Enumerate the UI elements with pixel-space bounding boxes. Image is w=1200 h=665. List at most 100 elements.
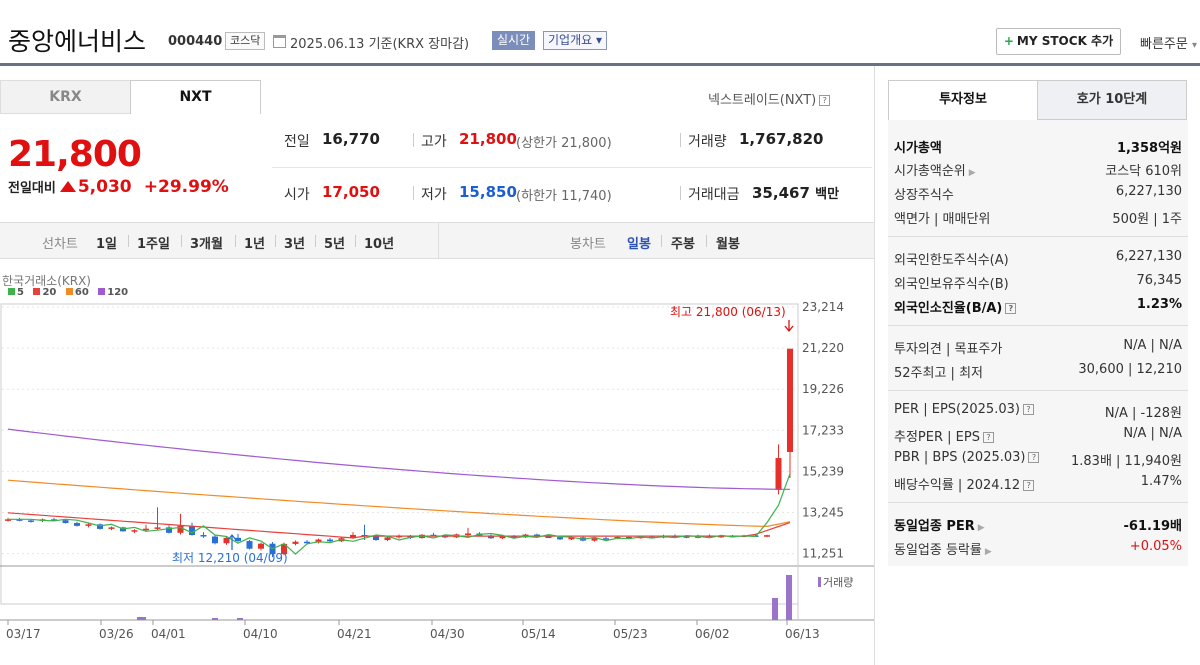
candle-body: [131, 530, 138, 532]
candle-body: [212, 536, 218, 544]
help-icon[interactable]: ?: [1023, 480, 1035, 491]
moving-average-60: [7, 479, 791, 528]
info-row[interactable]: 시가총액순위 ▶ 코스닥 610위: [894, 160, 1182, 180]
period-1y[interactable]: 1년: [244, 237, 266, 252]
candle-body: [775, 458, 782, 491]
volume-bar: [772, 598, 778, 620]
info-label: 투자의견 | 목표주가: [894, 342, 1003, 357]
candle-body: [304, 541, 310, 544]
volume-legend-label: 거래량: [823, 576, 853, 589]
chevron-right-icon: ▶: [968, 168, 976, 178]
period-10y[interactable]: 10년: [364, 237, 395, 252]
candle-body: [511, 536, 517, 538]
candle-body: [74, 523, 80, 526]
low-price: 15,850: [459, 183, 517, 201]
x-tick-label: 04/21: [337, 627, 372, 641]
add-mystock-button[interactable]: + MY STOCK 추가: [996, 28, 1121, 55]
help-icon[interactable]: ?: [819, 95, 831, 106]
candle-body: [384, 537, 391, 540]
help-icon[interactable]: ?: [1005, 303, 1017, 314]
candle-body: [28, 520, 34, 522]
stock-code: 000440: [168, 34, 223, 49]
line-chart-label: 선차트: [42, 237, 78, 252]
volume-bar: [786, 575, 792, 620]
x-tick-label: 03/17: [6, 627, 41, 641]
chevron-right-icon: ▶: [977, 523, 985, 533]
high-annotation: 최고 21,800 (06/13): [670, 305, 786, 319]
candle-body: [281, 543, 287, 555]
candle-daily[interactable]: 일봉: [627, 237, 651, 252]
candle-body: [85, 524, 92, 526]
volume-bar: [212, 618, 218, 620]
x-tick-label: 05/14: [521, 627, 556, 641]
candle-body: [258, 543, 264, 549]
help-icon[interactable]: ?: [982, 432, 994, 443]
help-icon[interactable]: ?: [1028, 452, 1040, 463]
candle-monthly[interactable]: 월봉: [716, 237, 740, 252]
candle-body: [488, 535, 494, 539]
volume: 1,767,820: [739, 130, 824, 148]
tab-nxt[interactable]: NXT: [130, 80, 261, 114]
candle-body: [292, 541, 299, 544]
y-tick-label: 21,220: [802, 341, 844, 355]
x-tick-label: 06/02: [695, 627, 730, 641]
market-badge: 코스닥: [225, 32, 266, 50]
y-tick-label: 19,226: [802, 382, 844, 396]
period-3m[interactable]: 3개월: [190, 237, 223, 252]
quick-order-link[interactable]: 빠른주문 ▾: [1140, 37, 1198, 52]
price-change: 전일대비 5,030 +29.99%: [8, 177, 229, 197]
candle-body: [787, 348, 793, 452]
info-label: 외국인보유주식수(B): [894, 277, 1009, 292]
investment-info-box: [888, 120, 1188, 566]
candle-body: [5, 519, 11, 521]
info-value: 1.47%: [1140, 474, 1182, 489]
period-1w[interactable]: 1주일: [137, 237, 170, 252]
info-label: PBR | BPS (2025.03)?: [894, 450, 1040, 465]
low-arrow-icon: [227, 533, 237, 550]
info-value: +0.05%: [1129, 539, 1182, 554]
info-value: N/A | N/A: [1123, 338, 1182, 353]
tab-krx[interactable]: KRX: [0, 80, 131, 114]
period-3y[interactable]: 3년: [284, 237, 306, 252]
tab-order-book[interactable]: 호가 10단계: [1037, 80, 1187, 120]
chart-period-bar: 선차트 1일 1주일 3개월 1년 3년 5년 10년 봉차트 일봉 주봉 월봉: [0, 222, 874, 259]
candle-body: [166, 527, 172, 533]
open-price: 17,050: [322, 183, 380, 201]
candle-body: [143, 528, 149, 531]
moving-average-120: [7, 428, 790, 490]
candle-body: [177, 525, 184, 533]
candle-body: [545, 536, 552, 539]
info-row[interactable]: 동일업종 등락률 ▶ +0.05%: [894, 539, 1182, 559]
period-5y[interactable]: 5년: [324, 237, 346, 252]
candle-body: [764, 535, 770, 537]
candle-body: [62, 520, 69, 524]
plus-icon: +: [1003, 34, 1014, 48]
info-row: PBR | BPS (2025.03)? 1.83배 | 11,940원: [894, 450, 1182, 470]
info-label: 액면가 | 매매단위: [894, 212, 991, 227]
candle-body: [189, 525, 195, 535]
period-1d[interactable]: 1일: [96, 237, 118, 252]
info-row: 외국인한도주식수(A) 6,227,130: [894, 249, 1182, 269]
candlestick-chart[interactable]: 23,214 21,220 19,226 17,233 15,239 13,245 11,2…: [0, 268, 874, 665]
x-tick-label: 04/01: [151, 627, 186, 641]
info-label: PER | EPS(2025.03)?: [894, 402, 1034, 417]
candle-body: [499, 536, 506, 539]
info-label: 추정PER | EPS?: [894, 426, 994, 445]
reference-date: 2025.06.13 기준(KRX 장마감): [290, 37, 470, 52]
candle-body: [108, 527, 115, 529]
info-label: 52주최고 | 최저: [894, 366, 983, 381]
realtime-button[interactable]: 실시간: [492, 31, 536, 50]
chart-title: 한국거래소(KRX): [2, 274, 91, 288]
info-row: PER | EPS(2025.03)? N/A | -128원: [894, 402, 1182, 422]
info-row[interactable]: 동일업종 PER ▶ -61.19배: [894, 515, 1182, 535]
info-value: 500원 | 1주: [1112, 212, 1182, 227]
candle-weekly[interactable]: 주봉: [671, 237, 695, 252]
info-row: 외국인소진율(B/A)? 1.23%: [894, 297, 1182, 317]
current-price: 21,800: [8, 134, 142, 175]
info-value: 코스닥 610위: [1105, 164, 1182, 179]
info-tabs: 투자정보 호가 10단계: [888, 80, 1187, 120]
stock-header: 중앙에너비스 000440 코스닥 2025.06.13 기준(KRX 장마감)…: [0, 0, 1200, 66]
tab-investment-info[interactable]: 투자정보: [888, 80, 1038, 120]
company-overview-dropdown[interactable]: 기업개요 ▾: [543, 31, 607, 50]
help-icon[interactable]: ?: [1022, 404, 1034, 415]
